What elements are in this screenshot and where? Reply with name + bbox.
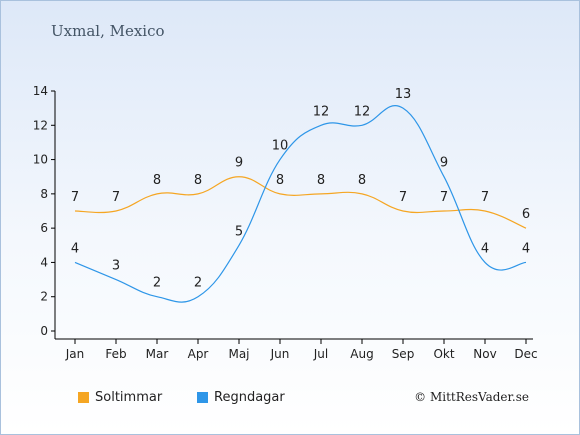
data-label-soltimmar: 7: [399, 190, 407, 205]
chart-title: Uxmal, Mexico: [51, 22, 165, 40]
y-tick-label: 0: [40, 324, 48, 338]
x-tick-label: Mar: [146, 347, 169, 361]
data-label-soltimmar: 7: [112, 190, 120, 205]
x-tick-label: Jul: [313, 347, 328, 361]
data-label-soltimmar: 7: [481, 190, 489, 205]
y-tick-label: 6: [40, 221, 48, 235]
x-tick-label: Okt: [433, 347, 454, 361]
data-label-regndagar: 2: [153, 276, 161, 291]
legend-swatch-regndagar: [197, 392, 208, 403]
data-label-regndagar: 9: [440, 156, 448, 171]
data-label-soltimmar: 8: [194, 173, 202, 188]
y-tick-label: 4: [40, 255, 48, 269]
data-label-regndagar: 13: [395, 87, 412, 102]
x-tick-label: Dec: [514, 347, 537, 361]
x-tick-label: Nov: [473, 347, 496, 361]
x-tick-label: Apr: [188, 347, 209, 361]
legend-label-regndagar: Regndagar: [214, 390, 285, 405]
data-label-soltimmar: 7: [71, 190, 79, 205]
data-label-regndagar: 12: [354, 104, 371, 119]
data-label-regndagar: 2: [194, 276, 202, 291]
data-label-soltimmar: 7: [440, 190, 448, 205]
y-tick-label: 8: [40, 187, 48, 201]
data-label-regndagar: 4: [71, 241, 79, 256]
data-label-soltimmar: 6: [522, 207, 530, 222]
x-tick-label: Jun: [270, 347, 290, 361]
data-label-soltimmar: 8: [153, 173, 161, 188]
data-label-regndagar: 4: [481, 241, 489, 256]
series-line-soltimmar: [74, 176, 527, 229]
data-label-soltimmar: 8: [276, 173, 284, 188]
series-line-regndagar: [74, 105, 527, 303]
data-label-regndagar: 5: [235, 224, 243, 239]
legend-label-soltimmar: Soltimmar: [95, 390, 163, 405]
data-label-regndagar: 3: [112, 259, 120, 274]
data-label-regndagar: 10: [272, 139, 289, 154]
y-tick-label: 12: [33, 118, 48, 132]
data-label-soltimmar: 8: [358, 173, 366, 188]
credit-text: © MittResVader.se: [414, 390, 529, 404]
legend-item-soltimmar: Soltimmar: [78, 390, 162, 405]
data-label-soltimmar: 8: [317, 173, 325, 188]
legend-swatch-soltimmar: [78, 392, 89, 403]
x-tick-label: Jan: [65, 347, 85, 361]
data-label-regndagar: 4: [522, 241, 530, 256]
y-tick-label: 10: [33, 153, 48, 167]
x-tick-label: Feb: [105, 347, 126, 361]
data-label-regndagar: 12: [313, 104, 330, 119]
y-tick-label: 2: [40, 290, 48, 304]
x-tick-label: Sep: [392, 347, 415, 361]
x-tick-label: Maj: [228, 347, 249, 361]
data-label-soltimmar: 9: [235, 156, 243, 171]
y-tick-label: 14: [33, 84, 48, 98]
legend-item-regndagar: Regndagar: [197, 390, 285, 405]
x-tick-label: Aug: [350, 347, 373, 361]
